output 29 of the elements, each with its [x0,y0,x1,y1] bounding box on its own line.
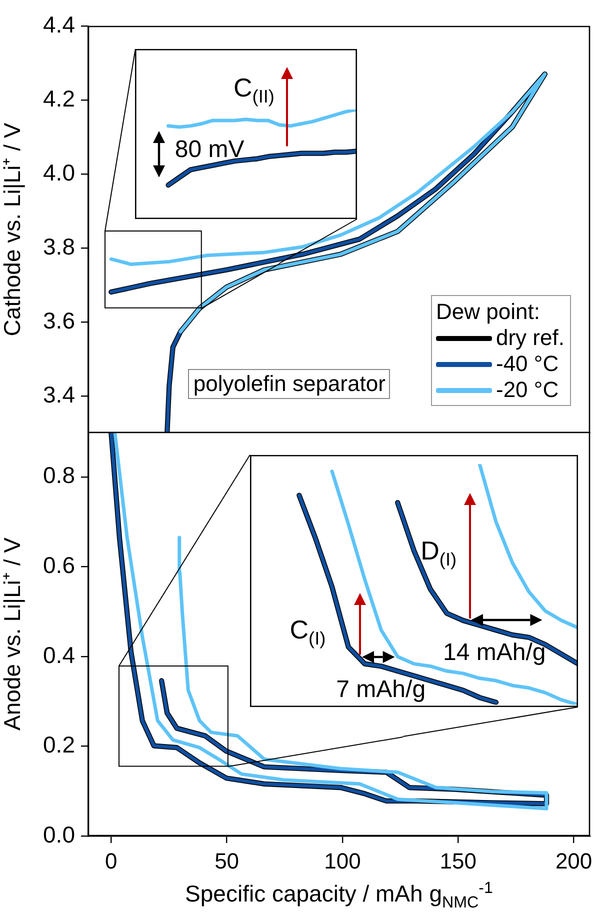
y-tick-label: 4.4 [43,11,76,38]
annotation: C$_{(I)}$ [290,614,326,648]
legend-label: dry ref. [496,325,564,351]
y-tick-label: 0.6 [43,552,75,578]
y-tick-label: 0.8 [43,462,75,488]
annotation: C$_{(II)}$ [233,72,274,107]
x-tick-label: 200 [555,848,592,874]
y-tick-label: 0.4 [43,642,76,668]
y-tick-label: 4.0 [43,159,75,186]
legend-label: -40 °C [496,351,559,377]
annotation: 14 mAh/g [442,639,546,666]
x-tick-label: 150 [440,848,476,874]
x-tick-label: 50 [214,848,240,874]
annotation: 7 mAh/g [336,676,426,703]
x-tick-label: 0 [105,848,118,874]
y-tick-label: 0.0 [43,821,75,848]
y-tick-label: 0.2 [43,732,75,758]
legend-title: Dew point: [436,299,541,325]
legend-label: -20 °C [496,377,559,403]
y-tick-label: 4.2 [43,85,75,112]
x-tick-label: 100 [324,848,361,874]
y-tick-label: 3.6 [43,307,75,334]
y-tick-label: 3.8 [43,233,75,260]
annotation: polyolefin separator [188,369,390,399]
annotation: D$_{(I)}$ [420,534,457,570]
y-axis-title: Anode vs. Li|Li⁺ / V [0,536,26,730]
y-tick-label: 3.4 [43,381,76,408]
y-axis-title: Cathode vs. Li|Li⁺ / V [0,122,26,336]
annotation: 80 mV [174,136,244,164]
